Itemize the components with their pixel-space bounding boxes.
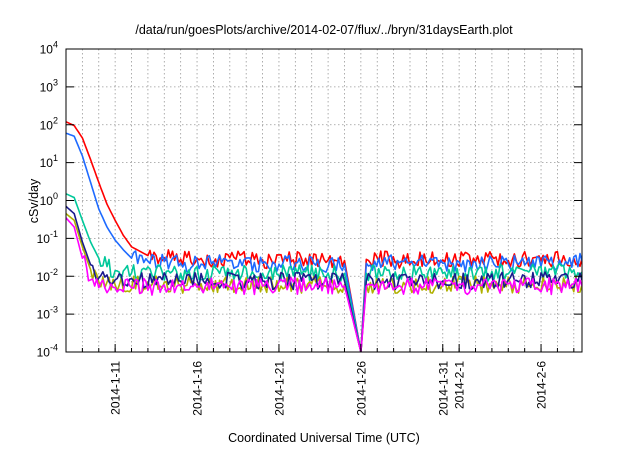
y-tick-label: 100 xyxy=(40,191,58,208)
y-tick-label: 10-4 xyxy=(37,343,58,360)
series-line xyxy=(66,217,582,352)
y-tick-label: 103 xyxy=(40,77,58,94)
y-tick-label: 10-2 xyxy=(37,267,58,284)
x-axis-label: Coordinated Universal Time (UTC) xyxy=(228,431,420,445)
series-group xyxy=(66,121,582,352)
x-tick-label: 2014-1-16 xyxy=(191,361,205,416)
series-layer xyxy=(66,121,582,352)
x-tick-label: 2014-1-31 xyxy=(436,361,450,416)
x-tick-label: 2014-2-1 xyxy=(453,361,467,409)
y-tick-label: 101 xyxy=(40,153,58,170)
series-line xyxy=(66,205,582,352)
tick-layer: 10-4 10-3 10-2 10-1 100 101 102 103 104 2014-1-11… xyxy=(37,40,582,416)
y-axis-label: cSv/day xyxy=(27,178,41,223)
series-line xyxy=(66,121,582,352)
y-tick-label: 10-1 xyxy=(37,229,58,246)
grid-layer xyxy=(65,49,582,352)
x-tick-label: 2014-1-21 xyxy=(272,361,286,416)
x-tick-label: 2014-1-26 xyxy=(354,361,368,416)
x-tick-label: 2014-1-11 xyxy=(109,361,123,415)
y-tick-label: 10-3 xyxy=(37,305,58,322)
chart-title: /data/run/goesPlots/archive/2014-02-07/f… xyxy=(135,23,513,37)
x-tick-label: 2014-2-6 xyxy=(535,361,549,409)
y-tick-label: 104 xyxy=(40,40,58,57)
y-tick-label: 102 xyxy=(40,115,58,132)
series-line xyxy=(66,193,582,352)
